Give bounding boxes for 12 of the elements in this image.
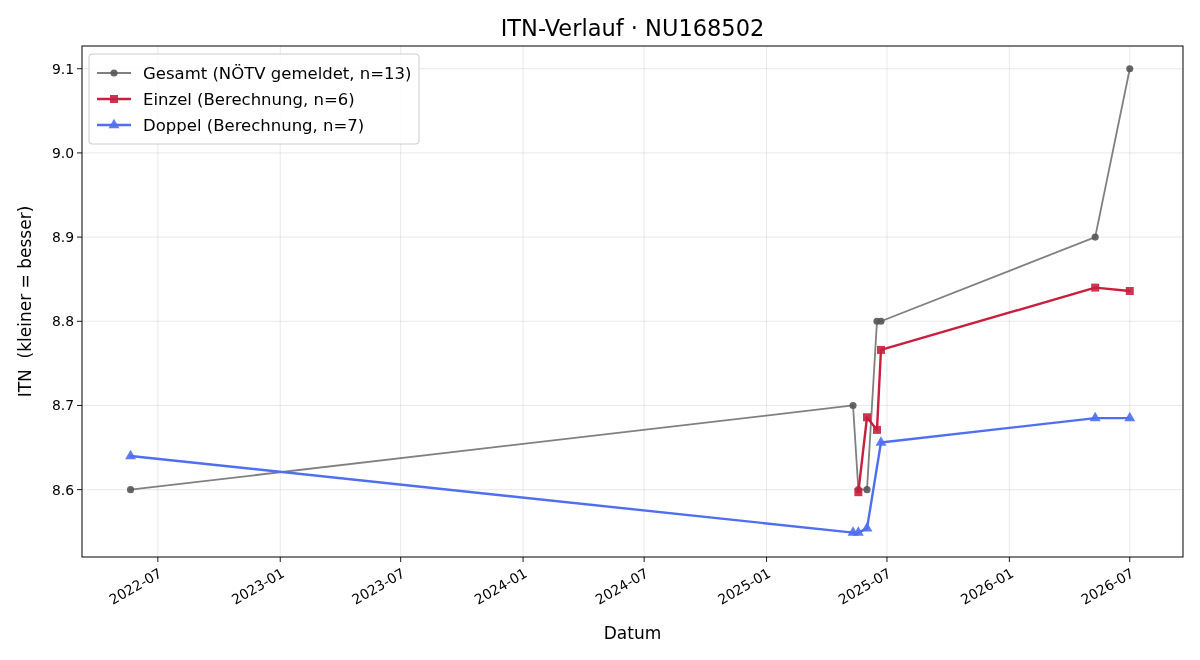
y-tick-label: 8.7 [51,397,74,414]
chart-title: ITN-Verlauf · NU168502 [500,15,765,41]
y-tick-label: 8.8 [51,313,74,330]
y-tick-label: 8.9 [51,229,74,246]
y-axis-title: ITN (kleiner = besser) [15,205,35,398]
x-axis-title: Datum [603,623,662,643]
y-tick-label: 9.1 [51,60,74,77]
y-tick-label: 9.0 [51,144,74,161]
y-tick-label: 8.6 [51,481,74,498]
legend-label: Doppel (Berechnung, n=7) [143,115,365,135]
legend-label: Einzel (Berechnung, n=6) [143,89,355,109]
legend-label: Gesamt (NÖTV gemeldet, n=13) [143,63,412,83]
